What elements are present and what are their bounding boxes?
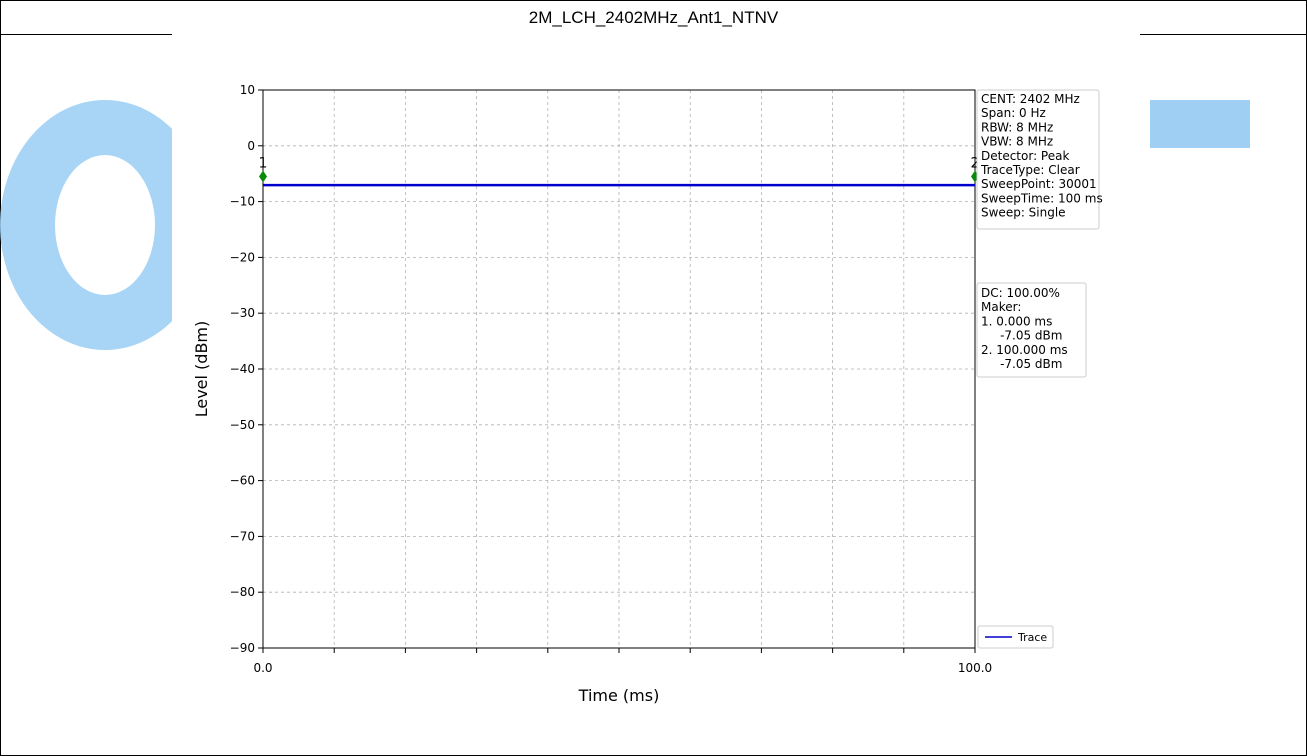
y-tick-label: −90 — [230, 641, 255, 655]
info-line: Detector: Peak — [981, 149, 1069, 163]
x-tick-label: 0.0 — [253, 661, 272, 675]
info-line: CENT: 2402 MHz — [981, 92, 1080, 106]
page-title: 2M_LCH_2402MHz_Ant1_NTNV — [528, 8, 779, 27]
info-line: -7.05 dBm — [981, 329, 1062, 343]
legend-entry: Trace — [1017, 631, 1047, 644]
y-tick-label: 10 — [240, 83, 255, 97]
info-line: SweepPoint: 30001 — [981, 177, 1097, 191]
info-line: DC: 100.00% — [981, 286, 1060, 300]
y-axis: 10 0 −10 −20 −30 −40 −50 −60 −70 −80 −90 — [230, 83, 263, 655]
y-tick-label: −60 — [230, 474, 255, 488]
marker-label: 1 — [259, 155, 268, 171]
y-tick-label: −50 — [230, 418, 255, 432]
y-tick-label: −10 — [230, 195, 255, 209]
x-tick-label: 100.0 — [958, 661, 992, 675]
legend: Trace — [977, 625, 1054, 649]
info-line: Sweep: Single — [981, 206, 1066, 220]
info-line: VBW: 8 MHz — [981, 135, 1053, 149]
marker-label: 2 — [971, 155, 980, 171]
marker-point — [259, 170, 267, 183]
info-box-2: DC: 100.00%Maker:1. 0.000 ms -7.05 dBm2.… — [976, 282, 1087, 378]
y-axis-label: Level (dBm) — [192, 321, 211, 418]
y-tick-label: −30 — [230, 306, 255, 320]
watermark-shape — [1150, 100, 1250, 148]
info-line: -7.05 dBm — [981, 357, 1062, 371]
info-line: 1. 0.000 ms — [981, 314, 1052, 328]
info-line: RBW: 8 MHz — [981, 120, 1053, 134]
y-tick-label: −20 — [230, 250, 255, 264]
info-line: 2. 100.000 ms — [981, 343, 1068, 357]
info-line: Maker: — [981, 300, 1021, 314]
x-axis: 0.0 100.0 — [253, 648, 992, 675]
y-tick-label: −70 — [230, 529, 255, 543]
info-line: TraceType: Clear — [980, 163, 1080, 177]
y-tick-label: −40 — [230, 362, 255, 376]
y-tick-label: −80 — [230, 585, 255, 599]
info-line: SweepTime: 100 ms — [981, 191, 1103, 205]
grid — [263, 90, 975, 648]
x-axis-label: Time (ms) — [578, 686, 660, 705]
y-tick-label: 0 — [247, 139, 255, 153]
info-line: Span: 0 Hz — [981, 106, 1046, 120]
